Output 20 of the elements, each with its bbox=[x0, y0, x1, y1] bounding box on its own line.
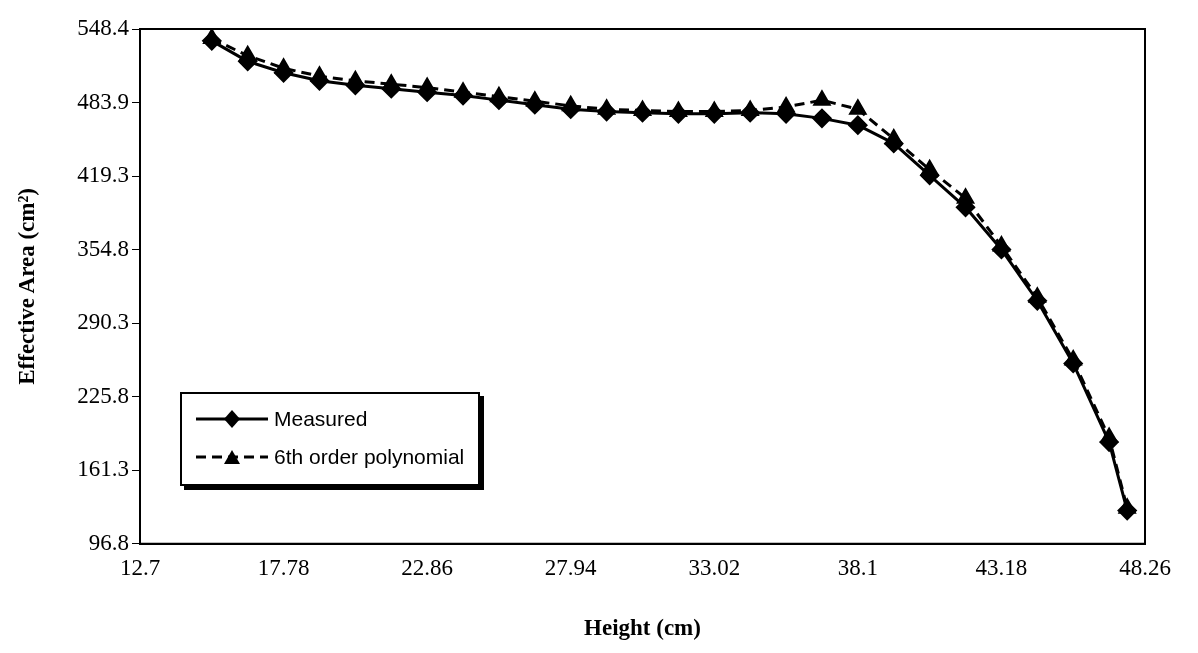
y-tick-label: 290.3 bbox=[77, 309, 129, 335]
x-tick-label: 48.26 bbox=[1119, 554, 1171, 580]
y-tick-label: 96.8 bbox=[88, 529, 129, 555]
x-tick-label: 43.18 bbox=[975, 554, 1028, 580]
y-tick-label: 548.4 bbox=[77, 15, 130, 41]
x-tick-label: 12.7 bbox=[119, 554, 161, 580]
x-tick-label: 17.78 bbox=[257, 554, 310, 580]
x-tick-label: 33.02 bbox=[688, 554, 741, 580]
legend-label: Measured bbox=[274, 407, 368, 431]
legend-label: 6th order polynomial bbox=[274, 445, 465, 469]
x-axis-title: Height (cm) bbox=[584, 615, 701, 641]
y-tick-label: 161.3 bbox=[77, 456, 129, 482]
x-tick-label: 22.86 bbox=[401, 554, 454, 580]
y-tick-label: 483.9 bbox=[77, 88, 129, 114]
y-axis-title: Effective Area (cm²) bbox=[13, 188, 39, 385]
x-tick-label: 27.94 bbox=[544, 554, 598, 580]
x-tick-label: 38.1 bbox=[837, 554, 878, 580]
y-tick-label: 354.8 bbox=[77, 235, 129, 261]
y-tick-label: 225.8 bbox=[77, 382, 129, 408]
y-tick-label: 419.3 bbox=[77, 162, 129, 188]
